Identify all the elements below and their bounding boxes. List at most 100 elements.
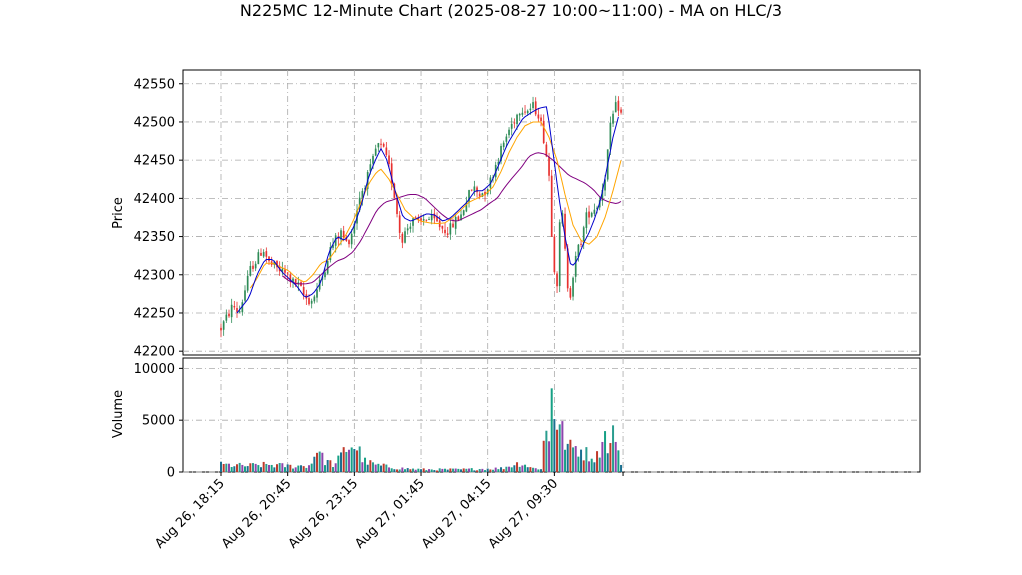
- candle-body: [292, 278, 294, 283]
- candle-body: [308, 298, 310, 305]
- candle-body: [313, 296, 316, 302]
- volume-bar: [409, 469, 412, 472]
- volume-bar: [326, 460, 329, 472]
- candle-body: [526, 110, 529, 114]
- volume-bar: [268, 464, 271, 472]
- volume-bar: [521, 465, 524, 472]
- candle-body: [617, 100, 620, 111]
- volume-bar: [422, 468, 425, 472]
- volume-bar: [534, 468, 537, 472]
- candle-body: [580, 243, 582, 245]
- candle-body: [516, 114, 518, 125]
- price-tick-label: 42500: [134, 115, 175, 130]
- volume-bar: [468, 468, 471, 472]
- volume-bar: [486, 468, 489, 472]
- volume-bar: [609, 443, 612, 472]
- candle-body: [236, 308, 238, 312]
- candle-body: [233, 305, 236, 308]
- candle-body: [398, 215, 401, 233]
- volume-bar: [353, 448, 356, 472]
- x-tick-label: Aug 27, 01:45: [352, 476, 428, 552]
- candle-body: [246, 275, 249, 291]
- candle-body: [369, 164, 372, 172]
- candle-body: [377, 143, 380, 148]
- candle-body: [342, 230, 345, 238]
- candle-body: [473, 186, 476, 192]
- volume-bar: [425, 470, 428, 472]
- volume-bar: [278, 463, 281, 472]
- candle-body: [569, 288, 572, 298]
- candle-body: [505, 136, 508, 142]
- candle-body: [537, 114, 540, 119]
- candles: [220, 95, 622, 338]
- candle-body: [556, 273, 558, 287]
- volume-bar: [457, 468, 460, 472]
- candle-body: [500, 146, 502, 161]
- candle-body: [238, 311, 241, 313]
- volume-bar: [441, 468, 444, 472]
- volume-bar: [598, 457, 601, 472]
- candle-body: [409, 226, 412, 229]
- volume-bar: [262, 461, 265, 472]
- candle-body: [588, 211, 590, 218]
- candle-body: [433, 213, 436, 219]
- volume-tick-label: 0: [167, 466, 175, 481]
- candle-body: [396, 198, 398, 215]
- candle-body: [228, 313, 230, 317]
- price-panel: 42200 42250 42300 42350 42400 42450 42500 42550: [134, 69, 921, 360]
- volume-bar: [305, 467, 308, 472]
- candle-body: [294, 278, 297, 285]
- volume-bar: [236, 464, 239, 472]
- volume-bar: [564, 449, 567, 472]
- candle-body: [316, 289, 318, 298]
- volume-bar: [542, 440, 545, 472]
- volume-bar: [404, 469, 407, 472]
- volume-bar: [465, 468, 468, 472]
- volume-bar: [612, 425, 615, 472]
- volume-bar: [494, 467, 497, 472]
- candle-body: [462, 210, 465, 216]
- candle-body: [401, 233, 404, 243]
- volume-bar: [540, 469, 543, 472]
- volume-bar: [553, 419, 556, 472]
- candle-body: [540, 117, 542, 122]
- volume-bar: [337, 455, 340, 472]
- candle-body: [566, 248, 569, 289]
- candle-body: [545, 144, 548, 157]
- candle-body: [510, 123, 513, 129]
- volume-bar: [318, 451, 321, 472]
- volume-bar: [358, 446, 361, 472]
- volume-bar: [294, 467, 297, 472]
- candle-body: [382, 143, 385, 147]
- x-tick-label: Aug 27, 04:15: [419, 476, 495, 552]
- candle-body: [553, 236, 556, 273]
- volume-bar: [497, 469, 500, 472]
- candle-body: [262, 252, 265, 257]
- volume-bar: [462, 468, 465, 472]
- candle-body: [286, 272, 289, 274]
- candle-body: [241, 302, 244, 313]
- candle-body: [388, 155, 390, 164]
- volume-bar: [577, 456, 580, 472]
- candle-body: [524, 111, 526, 113]
- candle-body: [340, 230, 342, 240]
- volume-bar: [300, 465, 303, 472]
- volume-bar: [574, 446, 577, 472]
- candle-body: [484, 191, 486, 196]
- volume-bar: [324, 465, 327, 472]
- candle-body: [348, 240, 350, 245]
- volume-bar: [412, 468, 415, 472]
- volume-bar: [572, 447, 575, 472]
- candle-body: [614, 102, 617, 113]
- candle-body: [454, 216, 457, 229]
- candle-body: [601, 189, 604, 201]
- volume-bar: [532, 467, 535, 472]
- candle-body: [268, 256, 270, 262]
- volume-bar: [529, 467, 532, 472]
- volume-bar: [254, 463, 257, 472]
- candle-body: [220, 327, 222, 331]
- volume-bar: [244, 466, 247, 472]
- candle-body: [260, 252, 262, 256]
- volume-bar: [385, 464, 388, 472]
